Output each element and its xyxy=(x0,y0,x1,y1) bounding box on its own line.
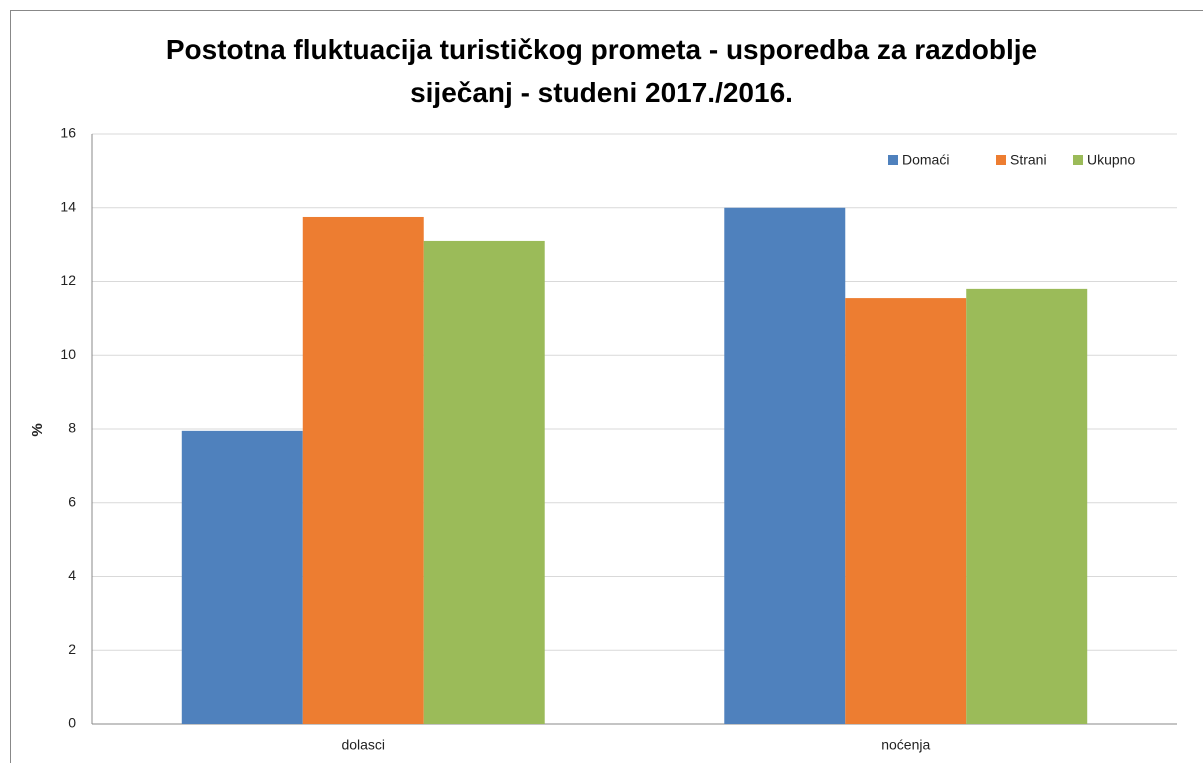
y-tick-label: 0 xyxy=(68,715,76,731)
chart-title: Postotna fluktuacija turističkog prometa… xyxy=(165,34,1038,108)
bar xyxy=(845,298,967,724)
legend-swatch xyxy=(996,155,1006,165)
x-tick-label: noćenja xyxy=(881,737,930,753)
y-tick-label: 16 xyxy=(60,125,76,141)
bar xyxy=(181,430,303,724)
y-axis-label: % xyxy=(29,423,46,436)
bar xyxy=(724,207,846,724)
chart-border xyxy=(10,10,1203,763)
legend-swatch xyxy=(1073,155,1083,165)
legend-label: Strani xyxy=(1010,152,1047,168)
y-tick-label: 8 xyxy=(68,420,76,436)
x-tick-label: dolasci xyxy=(341,737,385,753)
y-tick-label: 14 xyxy=(60,198,76,214)
y-tick-label: 12 xyxy=(60,272,76,288)
y-tick-label: 2 xyxy=(68,641,76,657)
legend-label: Domaći xyxy=(902,152,949,168)
legend-swatch xyxy=(888,155,898,165)
y-tick-label: 4 xyxy=(68,567,76,583)
legend-label: Ukupno xyxy=(1087,152,1135,168)
bar xyxy=(966,288,1088,724)
y-tick-label: 10 xyxy=(60,346,76,362)
bar xyxy=(302,216,424,724)
y-tick-label: 6 xyxy=(68,493,76,509)
bar xyxy=(423,240,545,724)
